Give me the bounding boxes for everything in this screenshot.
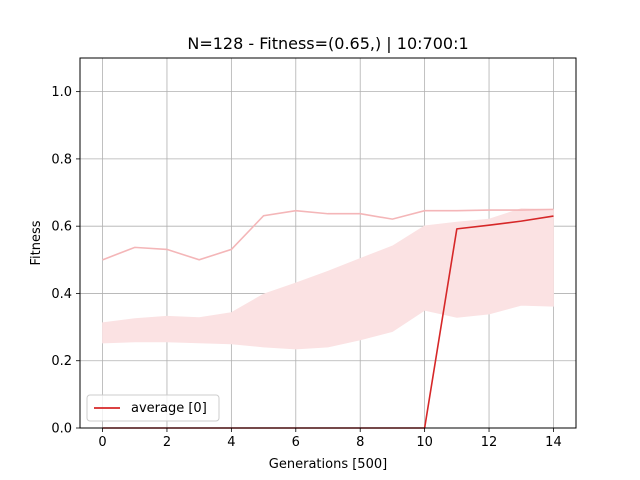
x-tick-label-0: 0 — [98, 435, 106, 450]
band-layer — [102, 208, 554, 350]
spread-band — [102, 208, 554, 350]
y-tick-label-1: 0.2 — [51, 354, 72, 369]
y-axis-label: Fitness — [29, 220, 44, 265]
y-tick-label-0: 0.0 — [51, 422, 72, 437]
plot-frame — [79, 57, 577, 429]
x-tick-label-4: 4 — [227, 435, 235, 450]
legend-box — [86, 394, 220, 422]
chart-title: N=128 - Fitness=(0.65,) | 10:700:1 — [187, 34, 468, 53]
max-layer — [102, 208, 554, 261]
y-tick-label-2: 0.4 — [51, 287, 72, 302]
x-tick-label-8: 8 — [356, 435, 364, 450]
x-axis: 0 2 4 6 8 10 12 14 — [98, 428, 562, 450]
y-tick-label-5: 1.0 — [51, 85, 72, 100]
legend-label: average [0] — [131, 401, 207, 416]
x-tick-label-2: 2 — [163, 435, 171, 450]
x-tick-label-10: 10 — [416, 435, 433, 450]
x-axis-label: Generations [500] — [269, 457, 387, 472]
max-line — [102, 208, 554, 261]
y-axis: 0.0 0.2 0.4 0.6 0.8 1.0 — [51, 85, 80, 437]
y-tick-label-4: 0.8 — [51, 152, 72, 167]
x-tick-label-12: 12 — [481, 435, 498, 450]
x-tick-label-6: 6 — [292, 435, 300, 450]
y-tick-label-3: 0.6 — [51, 220, 72, 235]
x-tick-label-14: 14 — [545, 435, 562, 450]
legend: average [0] — [86, 394, 220, 422]
